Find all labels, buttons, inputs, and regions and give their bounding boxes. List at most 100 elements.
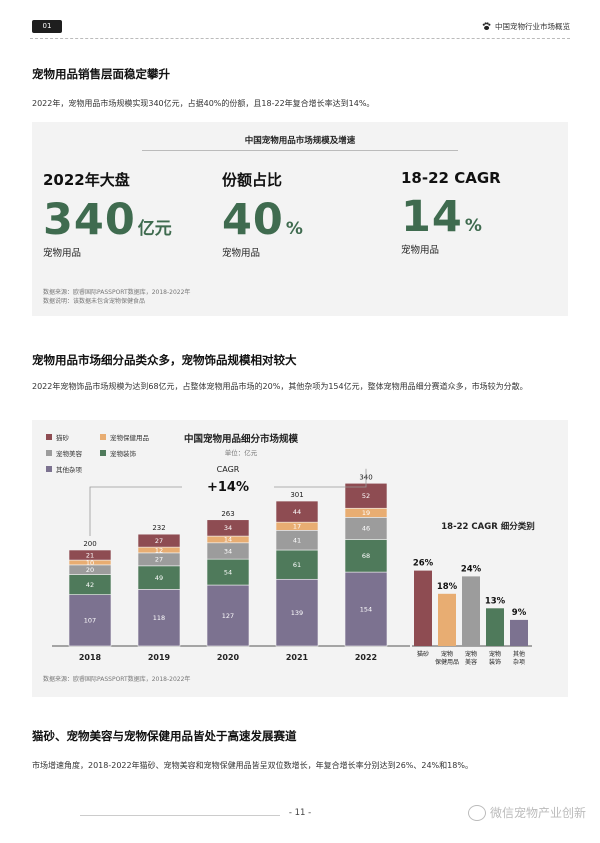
x-tick-label: 2022 xyxy=(355,653,377,662)
segment-chart-card: 中国宠物用品细分市场规模 单位：亿元 猫砂 宠物保健用品 宠物美容 宠物装饰 其他杂项 107… xyxy=(32,420,568,697)
stat-unit: % xyxy=(464,216,482,236)
cagr-bar-value: 18% xyxy=(437,582,458,592)
section-title-segments: 宠物用品市场细分品类众多，宠物饰品规模相对较大 xyxy=(32,353,297,367)
paw-icon xyxy=(482,22,491,31)
legend-label: 宠物美容 xyxy=(56,449,83,458)
bar-segment-accessory xyxy=(344,539,388,573)
bar-value-label: 27 xyxy=(155,556,163,564)
bar-value-label: 44 xyxy=(293,508,301,516)
watermark-text: 微信宠物产业创新 xyxy=(489,806,586,820)
stat-label: 2022年大盘 xyxy=(43,171,130,189)
page-footer-number: - 11 - xyxy=(288,808,312,818)
x-tick-label: 2018 xyxy=(79,653,102,662)
bar-value-label: 52 xyxy=(362,492,370,500)
stat-label: 份额占比 xyxy=(222,171,283,189)
cagr-category-label: 猫砂 xyxy=(417,650,429,658)
cagr-bar-value: 24% xyxy=(461,564,482,574)
stat-sub: 宠物用品 xyxy=(222,248,261,259)
bar-value-label: 19 xyxy=(362,509,370,517)
market-size-card: 中国宠物用品市场规模及增速 2022年大盘 340 亿元 宠物用品 份额占比 40… xyxy=(32,122,568,316)
bar-segment-other xyxy=(275,578,319,647)
stat-sub: 宠物用品 xyxy=(401,245,440,256)
cagr-category-label: 宠物 xyxy=(465,650,477,658)
legend-swatch xyxy=(100,450,106,456)
chart-data-source-note: 数据来源：欧睿国际PASSPORT数据库，2018-2022年 xyxy=(43,676,191,683)
section-title-sales: 宠物用品销售层面稳定攀升 xyxy=(32,67,170,81)
legend-swatch xyxy=(46,434,52,440)
footer-rule-left xyxy=(80,815,280,816)
bar-value-label: 14 xyxy=(224,536,232,544)
legend-label: 宠物装饰 xyxy=(110,449,137,458)
cagr-category-label: 杂项 xyxy=(513,659,525,666)
bar-value-label: 10 xyxy=(86,559,94,567)
cagr-category-label: 其他 xyxy=(513,650,525,658)
cagr-bar-value: 26% xyxy=(413,559,434,569)
cagr-category-label: 保健用品 xyxy=(435,658,459,666)
bar-value-label: 49 xyxy=(155,574,163,582)
stat-value: 40% xyxy=(222,195,370,245)
cagr-bar-beauty xyxy=(462,576,480,646)
bar-value-label: 46 xyxy=(362,525,370,533)
bar-segment-accessory xyxy=(275,549,319,580)
stat-label: 18-22 CAGR xyxy=(401,169,501,187)
bar-segment-litter xyxy=(206,519,250,537)
cagr-category-label: 美容 xyxy=(465,658,477,666)
bar-total-label: 200 xyxy=(83,540,96,548)
bar-value-label: 17 xyxy=(293,523,301,531)
bar-segment-other xyxy=(206,584,250,647)
header-divider xyxy=(30,38,570,39)
section-text-segments: 2022年宠物饰品市场规模为达到68亿元，占整体宠物用品市场的20%，其他杂项为… xyxy=(32,382,528,391)
stat-number: 40 xyxy=(222,195,284,245)
legend-swatch xyxy=(46,450,52,456)
bar-value-label: 41 xyxy=(293,536,301,544)
bar-total-label: 301 xyxy=(290,491,303,499)
bar-value-label: 20 xyxy=(86,566,94,574)
bar-segment-litter xyxy=(68,549,112,561)
stat-sub: 宠物用品 xyxy=(43,248,82,259)
card-title-divider xyxy=(142,150,458,151)
bar-value-label: 54 xyxy=(224,568,232,576)
bar-value-label: 61 xyxy=(293,561,301,569)
page-number-badge: 01 xyxy=(32,20,62,33)
legend-swatch xyxy=(100,434,106,440)
cagr-bar-health xyxy=(438,593,456,646)
x-tick-label: 2020 xyxy=(217,653,240,662)
bar-value-label: 34 xyxy=(224,547,232,555)
cagr-bar-litter xyxy=(414,570,432,646)
stat-unit: % xyxy=(285,219,303,239)
cagr-bar-other xyxy=(510,619,528,646)
bar-value-label: 154 xyxy=(360,605,372,613)
cagr-bar-accessory xyxy=(486,608,504,646)
cagr-bar-value: 13% xyxy=(485,596,506,606)
stat-unit: 亿元 xyxy=(137,219,172,239)
bar-value-label: 42 xyxy=(86,581,94,589)
bar-total-label: 263 xyxy=(221,510,234,518)
watermark: 微信宠物产业创新 xyxy=(467,804,586,821)
bar-segment-litter xyxy=(137,533,181,548)
bar-value-label: 68 xyxy=(362,552,370,560)
bar-value-label: 139 xyxy=(291,609,303,617)
legend-label: 其他杂项 xyxy=(56,465,83,474)
section-title-growth: 猫砂、宠物美容与宠物保健用品皆处于高速发展赛道 xyxy=(32,729,297,743)
x-tick-label: 2021 xyxy=(286,653,309,662)
bar-value-label: 118 xyxy=(153,614,165,622)
bar-segment-litter xyxy=(344,482,388,509)
data-source-note: 数据来源：欧睿国际PASSPORT数据库，2018-2022年 xyxy=(43,289,191,296)
bar-segment-accessory xyxy=(206,558,250,586)
legend-swatch xyxy=(46,466,52,472)
stat-number: 14 xyxy=(401,192,463,242)
bar-value-label: 127 xyxy=(222,612,234,620)
legend-label: 宠物保健用品 xyxy=(110,433,149,442)
bar-segment-other xyxy=(68,594,112,647)
bar-value-label: 27 xyxy=(155,537,163,545)
bar-value-label: 107 xyxy=(84,617,96,625)
document-header: 中国宠物行业市场概览 xyxy=(482,21,570,32)
legend-label: 猫砂 xyxy=(56,433,70,442)
stacked-chart-subtitle: 单位：亿元 xyxy=(225,448,258,457)
cagr-chart-title: 18-22 CAGR 细分类别 xyxy=(441,521,534,532)
cagr-bar-value: 9% xyxy=(512,608,527,618)
stacked-chart-title: 中国宠物用品细分市场规模 xyxy=(184,433,299,445)
section-text-growth: 市场增速角度，2018-2022年猫砂、宠物美容和宠物保健用品皆呈双位数增长，年… xyxy=(32,761,473,770)
wechat-icon xyxy=(467,804,486,821)
x-tick-label: 2019 xyxy=(148,653,171,662)
